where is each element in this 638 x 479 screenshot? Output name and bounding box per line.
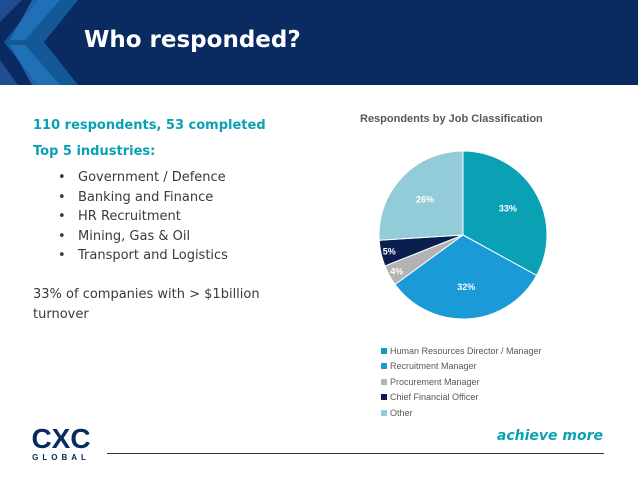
legend-swatch bbox=[381, 409, 387, 416]
legend-swatch bbox=[381, 363, 387, 370]
turnover-stat: 33% of companies with > $1billion turnov… bbox=[33, 286, 260, 322]
list-item: Government / Defence bbox=[58, 168, 333, 188]
legend-label: Recruitment Manager bbox=[390, 361, 477, 372]
tagline: achieve more bbox=[496, 428, 603, 444]
legend-swatch bbox=[381, 347, 387, 354]
slice-label: 4% bbox=[390, 266, 403, 276]
list-item: Mining, Gas & Oil bbox=[58, 227, 333, 247]
legend-swatch bbox=[381, 394, 387, 401]
legend-item: Recruitment Manager bbox=[381, 359, 542, 375]
legend-label: Procurement Manager bbox=[390, 376, 480, 387]
legend-item: Procurement Manager bbox=[381, 374, 542, 390]
pie-slice bbox=[378, 150, 464, 241]
legend-swatch bbox=[381, 378, 387, 385]
slice-label: 32% bbox=[457, 282, 475, 292]
slide-header: Who responded? bbox=[0, 0, 638, 85]
legend-label: Other bbox=[390, 407, 413, 418]
legend-label: Chief Financial Officer bbox=[390, 392, 479, 403]
legend-item: Other bbox=[381, 405, 542, 421]
chart-title: Respondents by Job Classification bbox=[360, 113, 543, 125]
svg-text:CXC: CXC bbox=[31, 424, 90, 452]
summary-panel: 110 respondents, 53 completed Top 5 indu… bbox=[33, 116, 333, 325]
cxc-logo-icon: CXC bbox=[31, 424, 90, 452]
list-item: Banking and Finance bbox=[58, 188, 333, 208]
chart-legend: Human Resources Director / Manager Recrui… bbox=[381, 343, 542, 421]
chevron-decoration-icon bbox=[0, 0, 78, 85]
slice-label: 5% bbox=[383, 246, 396, 256]
list-item: Transport and Logistics bbox=[58, 246, 333, 266]
page-title: Who responded? bbox=[84, 27, 301, 53]
pie-slice bbox=[394, 234, 538, 320]
footer-divider bbox=[107, 453, 604, 454]
slice-label: 33% bbox=[499, 203, 517, 213]
pie-chart: 33% 32% 4% 5% 26% bbox=[378, 150, 548, 320]
list-item: HR Recruitment bbox=[58, 207, 333, 227]
cxc-global-logo: CXC GLOBAL bbox=[26, 424, 96, 462]
legend-item: Chief Financial Officer bbox=[381, 390, 542, 406]
industries-list: Government / Defence Banking and Finance… bbox=[33, 168, 333, 266]
legend-item: Human Resources Director / Manager bbox=[381, 343, 542, 359]
logo-subtext: GLOBAL bbox=[32, 453, 90, 462]
slice-label: 26% bbox=[416, 194, 434, 204]
industries-heading: Top 5 industries: bbox=[33, 144, 156, 159]
legend-label: Human Resources Director / Manager bbox=[390, 345, 542, 356]
respondents-summary: 110 respondents, 53 completed bbox=[33, 118, 266, 133]
pie-slice bbox=[462, 150, 548, 277]
